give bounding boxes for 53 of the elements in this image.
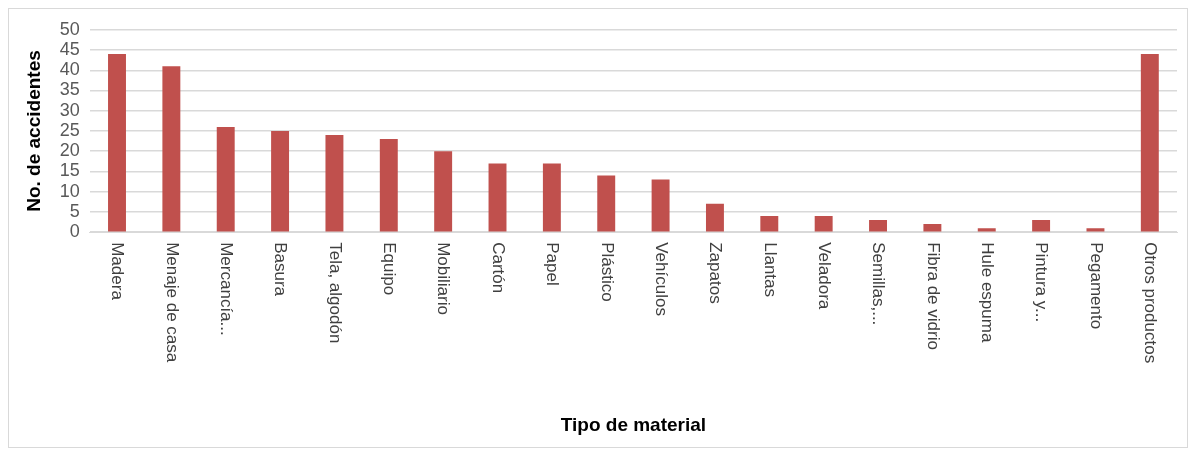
y-tick-label: 30 [59,99,80,120]
x-tick-label: Plástico [597,242,617,302]
y-tick-label: 5 [69,200,80,221]
y-tick-label: 20 [59,140,80,161]
bar [814,216,833,232]
x-tick-label: Basura [271,242,291,297]
x-tick-label: Otros productos [1141,242,1161,364]
y-tick-label: 40 [59,59,80,80]
bar [923,224,942,232]
bar [1032,220,1051,232]
bar [1140,54,1159,232]
y-axis-title: No. de accidentes [22,50,44,212]
bar [1086,228,1105,232]
bar [705,203,724,232]
x-tick-label: Tela, algodón [325,242,345,344]
y-tick-label: 50 [59,18,80,39]
bar [869,220,887,232]
x-tick-label: Zapatos [706,242,726,304]
x-tick-label: Mobiliario [434,242,454,315]
bar [162,66,181,232]
x-tick-label: Mercancía... [217,242,237,336]
bar [379,139,398,232]
x-tick-label: Vehículos [651,242,671,316]
x-tick-label: Madera [108,242,128,301]
bar [651,179,670,232]
x-tick-label: Menaje de casa [162,242,182,363]
y-tick-label: 10 [59,180,80,201]
y-tick-label: 25 [59,119,80,140]
bar [108,54,126,232]
y-tick-label: 15 [59,160,80,181]
x-tick-label: Llantas [760,242,780,298]
bar [488,163,507,232]
x-tick-label: Cartón [488,242,508,294]
x-tick-label: Pegamento [1086,242,1106,330]
x-tick-label: Equipo [380,242,400,296]
x-axis-title: Tipo de material [560,413,707,435]
x-tick-label: Hule espuma [978,242,998,343]
x-tick-label: Pintura y... [1032,242,1052,323]
bar [271,131,290,232]
x-tick-label: Papel [543,242,563,286]
bar [977,228,996,232]
x-tick-label: Fibra de vidrio [923,242,943,350]
bar [434,151,453,232]
y-tick-label: 35 [59,79,80,100]
x-tick-label: Veladora [814,242,834,310]
bar [542,163,561,232]
bar [325,135,344,232]
bar [597,175,616,232]
y-tick-label: 45 [59,39,80,60]
bar [216,126,235,232]
x-tick-label: Semillas,... [869,242,889,326]
bar [760,216,779,232]
y-tick-label: 0 [69,221,80,242]
